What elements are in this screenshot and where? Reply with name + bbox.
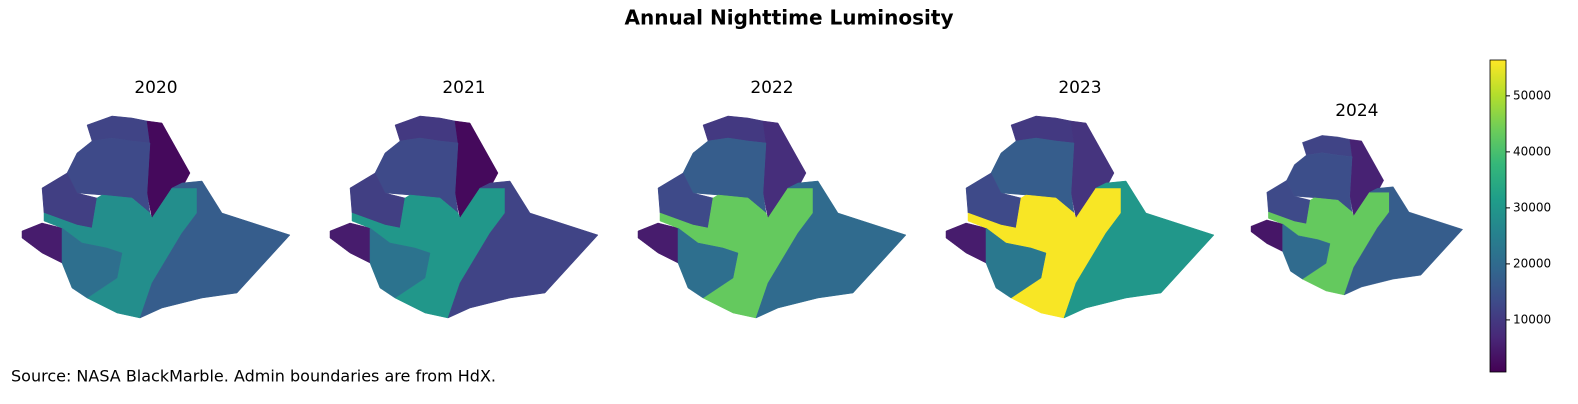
colorbar: [1489, 59, 1507, 373]
region: [21, 222, 63, 264]
panel-title: 2024: [1335, 101, 1378, 121]
region: [945, 222, 987, 264]
figure-title: Annual Nighttime Luminosity: [624, 6, 953, 30]
map-panel: [1250, 135, 1464, 296]
panel-title: 2021: [442, 78, 485, 98]
region: [637, 222, 679, 264]
panel-title: 2020: [134, 78, 177, 98]
region: [985, 227, 1047, 299]
colorbar-tick-label: 50000: [1513, 88, 1551, 102]
source-note: Source: NASA BlackMarble. Admin boundari…: [11, 367, 496, 386]
region: [447, 180, 599, 319]
colorbar-tick-label: 10000: [1513, 312, 1551, 326]
panel-title: 2022: [750, 78, 793, 98]
region: [1282, 223, 1331, 280]
region: [677, 227, 739, 299]
region: [139, 180, 291, 319]
region: [329, 222, 371, 264]
colorbar-tick-label: 20000: [1513, 256, 1551, 270]
map-panel: [637, 115, 907, 319]
colorbar-tick-label: 40000: [1513, 144, 1551, 158]
colorbar-tick-label: 30000: [1513, 200, 1551, 214]
map-panel: [21, 115, 291, 319]
map-panel: [945, 115, 1215, 319]
region: [1343, 186, 1464, 296]
region: [369, 227, 431, 299]
map-panel: [329, 115, 599, 319]
region: [61, 227, 123, 299]
region: [1250, 219, 1283, 252]
region: [755, 180, 907, 319]
region: [1063, 180, 1215, 319]
panel-title: 2023: [1058, 78, 1101, 98]
